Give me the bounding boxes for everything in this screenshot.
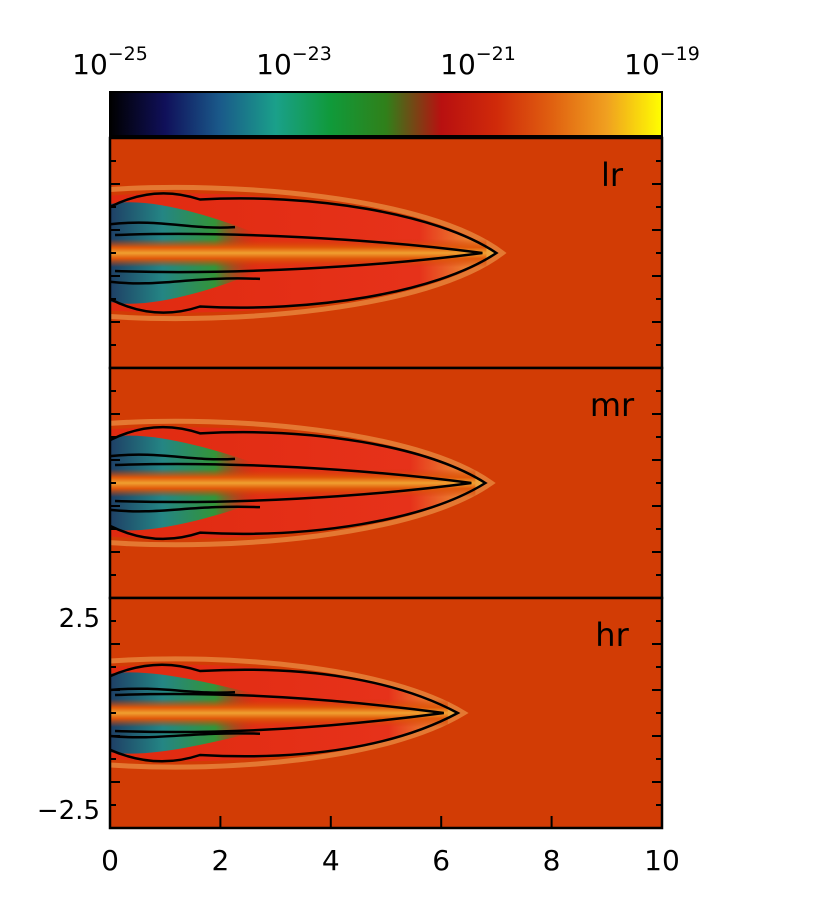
jet-core <box>110 239 487 267</box>
x-axis-tick-labels: 0 2 4 6 8 10 <box>101 816 680 877</box>
panel-label: mr <box>590 386 635 424</box>
jet-core <box>110 699 448 727</box>
colorbar-tick-label: 10−23 <box>256 43 332 81</box>
colorbar-tick-label: 10−19 <box>624 43 700 81</box>
cocoon-contour-upper <box>109 453 236 461</box>
x-tick-label: 8 <box>543 844 561 877</box>
jet-core <box>110 469 476 497</box>
panels: lr mr hr <box>108 136 664 830</box>
x-tick-label: 6 <box>432 844 450 877</box>
colorbar-tick-label: 10−21 <box>440 43 516 81</box>
outer-contour <box>109 192 499 314</box>
inner-contour <box>114 462 472 504</box>
jet-glow <box>109 656 469 770</box>
x-tick-label: 2 <box>211 844 229 877</box>
panel-label: lr <box>601 156 624 194</box>
cocoon-contour-upper <box>109 221 236 229</box>
y-axis-tick-labels: 2.5 −2.5 <box>37 604 100 826</box>
outer-contour <box>109 663 461 763</box>
cocoon-contour-lower <box>109 505 261 513</box>
colorbar: 10−25 10−23 10−21 10−19 <box>72 43 700 137</box>
panel-hr: hr <box>108 596 664 830</box>
cocoon-contour-upper <box>109 687 236 694</box>
x-tick-label: 0 <box>101 844 119 877</box>
colorbar-tick-label: 10−25 <box>72 43 148 81</box>
panel-lr: lr <box>108 136 664 370</box>
jet-glow <box>109 418 496 548</box>
cocoon-contour-lower <box>109 277 261 285</box>
inner-contour <box>114 692 444 734</box>
panel-frame <box>108 596 664 830</box>
y-tick-label: −2.5 <box>37 796 100 826</box>
cocoon-contour-lower <box>109 732 261 739</box>
y-tick-label: 2.5 <box>59 604 100 634</box>
jet-glow <box>109 184 507 322</box>
outer-contour <box>109 425 488 541</box>
panel-label: hr <box>595 616 629 654</box>
panel-mr: mr <box>108 366 664 600</box>
colorbar-tick-labels: 10−25 10−23 10−21 10−19 <box>72 43 700 81</box>
colorbar-strip <box>109 91 663 137</box>
inner-contour <box>114 232 483 274</box>
x-tick-label: 4 <box>322 844 340 877</box>
x-tick-label: 10 <box>644 844 680 877</box>
